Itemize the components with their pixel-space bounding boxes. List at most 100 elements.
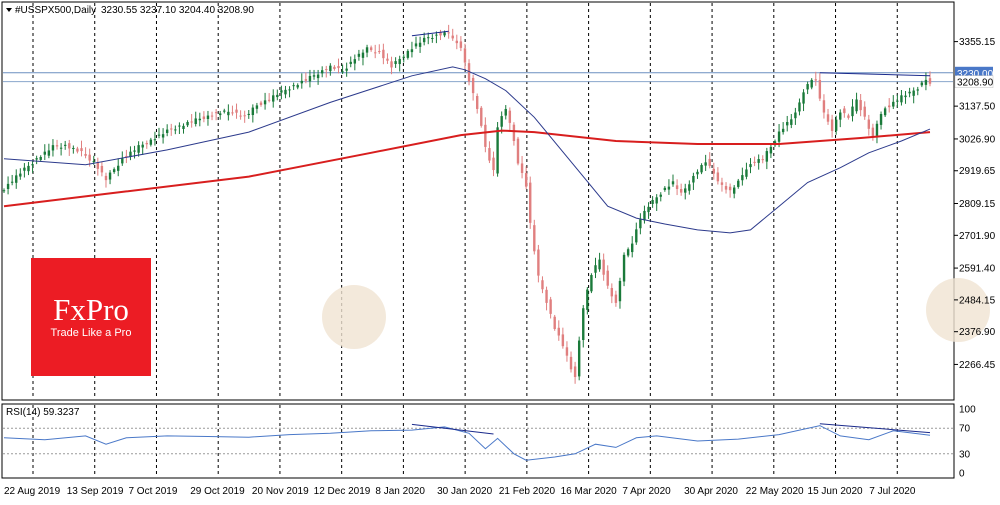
candle-body — [810, 79, 813, 88]
candle-body — [414, 43, 418, 47]
candle-body — [117, 165, 120, 171]
bid-price-tag — [954, 75, 994, 88]
candle-body — [655, 197, 658, 204]
fxpro-logo-word: FxPro — [53, 292, 129, 327]
candle-body — [480, 107, 483, 126]
candle-body — [728, 186, 732, 191]
candle-body — [765, 151, 769, 162]
candle-body — [390, 61, 393, 68]
x-tick-label: 15 Jun 2020 — [808, 486, 863, 497]
candle-body — [794, 112, 797, 119]
candle-body — [455, 40, 459, 44]
candle-body — [635, 229, 638, 243]
candle-body — [276, 94, 279, 98]
candle-body — [6, 183, 10, 190]
candle-body — [643, 210, 646, 221]
watermark-icon-right — [926, 278, 990, 342]
candle-body — [606, 270, 609, 286]
candle-body — [508, 110, 512, 123]
candle-body — [398, 58, 401, 65]
candle-body — [149, 139, 153, 145]
candle-body — [855, 99, 858, 112]
candle-body — [557, 327, 560, 336]
candle-body — [333, 66, 336, 69]
candle-body — [639, 219, 642, 229]
x-tick-label: 7 Jul 2020 — [869, 486, 916, 497]
candle-body — [745, 169, 748, 177]
candle-body — [227, 111, 230, 116]
trend-line — [819, 72, 931, 77]
candle-body — [488, 148, 491, 161]
candle-body — [883, 108, 887, 116]
candle-body — [296, 85, 299, 88]
x-tick-label: 8 Jan 2020 — [375, 486, 425, 497]
x-tick-label: 20 Nov 2019 — [252, 486, 309, 497]
moving-averages — [3, 66, 931, 234]
candle-body — [443, 32, 446, 36]
candle-body — [896, 100, 899, 102]
rsi-level-label: 0 — [959, 469, 965, 480]
candle-body — [325, 69, 328, 71]
x-tick-label: 30 Jan 2020 — [437, 486, 492, 497]
candle-body — [202, 116, 206, 120]
rsi-level-label: 70 — [959, 424, 971, 435]
candle-body — [345, 68, 348, 71]
candle-body — [814, 79, 817, 81]
rsi-divergence-line — [411, 423, 494, 435]
candle-body — [35, 158, 38, 160]
candlesticks — [2, 24, 932, 384]
candle-body — [565, 347, 569, 356]
candle-body — [374, 52, 377, 54]
candle-body — [15, 175, 18, 183]
symbol-dropdown-icon[interactable] — [6, 8, 12, 12]
candle-body — [31, 164, 34, 166]
candle-body — [165, 129, 169, 134]
candle-body — [749, 164, 752, 168]
x-tick-label: 13 Sep 2019 — [67, 486, 124, 497]
candle-body — [170, 128, 173, 130]
rsi-level-label: 30 — [959, 449, 971, 460]
candle-body — [459, 41, 463, 48]
y-tick-label: 2266.45 — [959, 360, 996, 371]
candle-body — [900, 95, 903, 103]
candle-body — [137, 145, 140, 153]
trend-lines — [411, 30, 931, 77]
candle-body — [859, 100, 862, 111]
candle-body — [329, 65, 332, 72]
candle-body — [361, 52, 365, 58]
candle-body — [582, 308, 585, 341]
candle-body — [822, 100, 826, 113]
rsi-line — [3, 425, 931, 461]
candle-body — [219, 113, 222, 116]
candle-body — [516, 138, 520, 164]
candle-body — [121, 158, 124, 164]
candle-body — [761, 159, 764, 161]
candle-body — [312, 75, 316, 77]
candle-body — [451, 35, 454, 39]
candle-body — [675, 185, 679, 190]
x-tick-label: 16 Mar 2020 — [561, 486, 618, 497]
candle-body — [194, 118, 197, 124]
candle-body — [892, 101, 895, 107]
candle-body — [255, 105, 259, 109]
price-axis: 3355.15 3137.50 3026.90 2919.65 2809.15 2701.… — [954, 37, 996, 371]
candle-body — [533, 225, 536, 252]
candle-body — [524, 173, 528, 187]
candle-body — [786, 122, 789, 126]
candle-body — [626, 249, 630, 256]
candle-body — [251, 107, 255, 116]
candle-body — [529, 182, 532, 223]
candle-body — [92, 161, 95, 163]
ohlc-readout: 3230.55 3237.10 3204.40 3208.90 — [101, 5, 254, 16]
candle-body — [320, 70, 324, 74]
candle-body — [100, 165, 104, 173]
candle-body — [569, 356, 573, 370]
candle-body — [647, 206, 650, 213]
candle-body — [708, 158, 711, 166]
candle-body — [235, 109, 238, 113]
candle-body — [492, 157, 495, 171]
candle-body — [916, 89, 919, 91]
candle-body — [688, 184, 691, 191]
candle-body — [663, 187, 667, 191]
